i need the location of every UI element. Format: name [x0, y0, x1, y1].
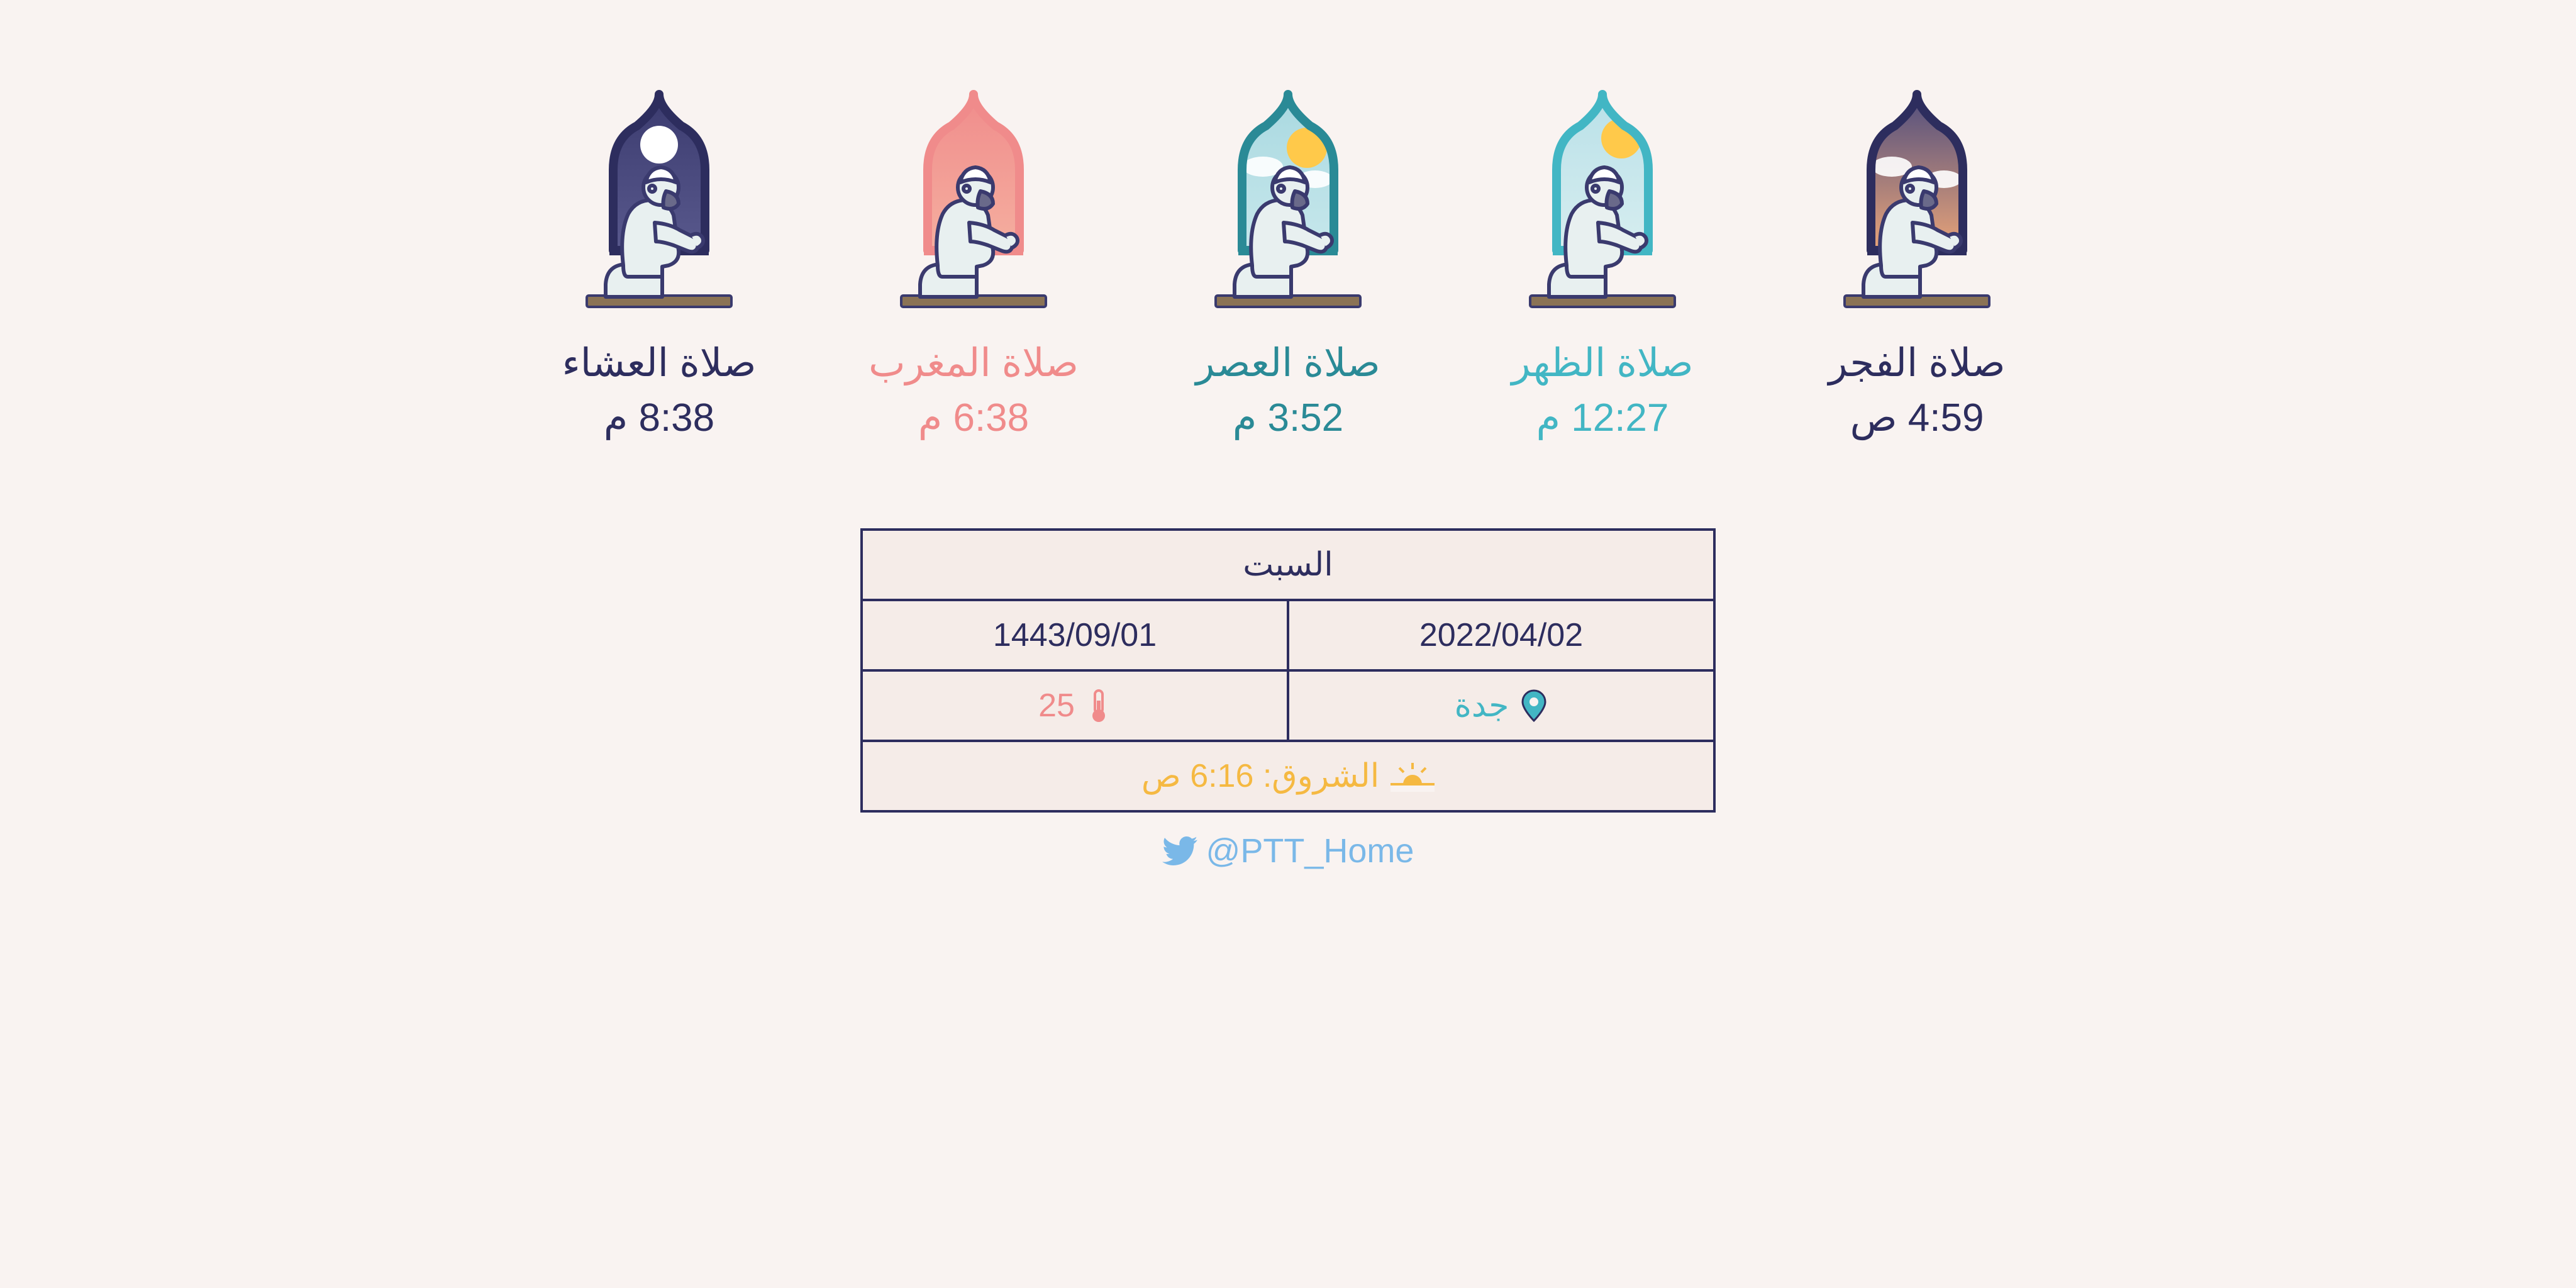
prayer-icon-fajr [1826, 88, 2008, 321]
sunrise-icon [1391, 760, 1435, 792]
prayer-icon-maghrib [882, 88, 1065, 321]
temperature-value: 25 [1038, 687, 1075, 724]
prayer-name-fajr: صلاة الفجر [1828, 340, 2005, 386]
twitter-icon [1162, 836, 1197, 865]
prayer-icon-asr [1197, 88, 1379, 321]
prayer-icon-isha [568, 88, 750, 321]
prayers-row: صلاة العشاء 8:38 م [546, 88, 2030, 440]
day-name: السبت [863, 531, 1713, 599]
thermometer-icon [1086, 688, 1111, 723]
gregorian-date: 2022/04/02 [1287, 601, 1713, 669]
prayer-time-maghrib: 6:38 م [918, 394, 1029, 440]
prayer-maghrib: صلاة المغرب 6:38 م [860, 88, 1087, 440]
prayer-fajr: صلاة الفجر 4:59 ص [1804, 88, 2030, 440]
prayer-name-maghrib: صلاة المغرب [869, 340, 1079, 386]
sunrise-cell: الشروق: 6:16 ص [863, 742, 1713, 810]
prayer-name-asr: صلاة العصر [1196, 340, 1380, 386]
twitter-handle: @PTT_Home [1162, 831, 1414, 870]
prayer-time-fajr: 4:59 ص [1850, 394, 1984, 440]
temperature-cell: 25 [863, 672, 1287, 740]
location-value: جدة [1455, 687, 1509, 724]
handle-text: @PTT_Home [1206, 831, 1414, 870]
sunrise-text: الشروق: 6:16 ص [1141, 757, 1379, 795]
location-cell: جدة [1287, 672, 1713, 740]
prayer-time-isha: 8:38 م [604, 394, 714, 440]
info-table: السبت 1443/09/01 2022/04/02 25 جدة [860, 528, 1716, 813]
prayer-name-dhuhr: صلاة الظهر [1511, 340, 1693, 386]
prayer-name-isha: صلاة العشاء [562, 340, 757, 386]
prayer-asr: صلاة العصر 3:52 م [1175, 88, 1401, 440]
prayer-time-dhuhr: 12:27 م [1536, 394, 1669, 440]
hijri-date: 1443/09/01 [863, 601, 1287, 669]
prayer-time-asr: 3:52 م [1233, 394, 1343, 440]
prayer-isha: صلاة العشاء 8:38 م [546, 88, 772, 440]
location-pin-icon [1520, 688, 1548, 723]
prayer-dhuhr: صلاة الظهر 12:27 م [1489, 88, 1716, 440]
prayer-icon-dhuhr [1511, 88, 1694, 321]
